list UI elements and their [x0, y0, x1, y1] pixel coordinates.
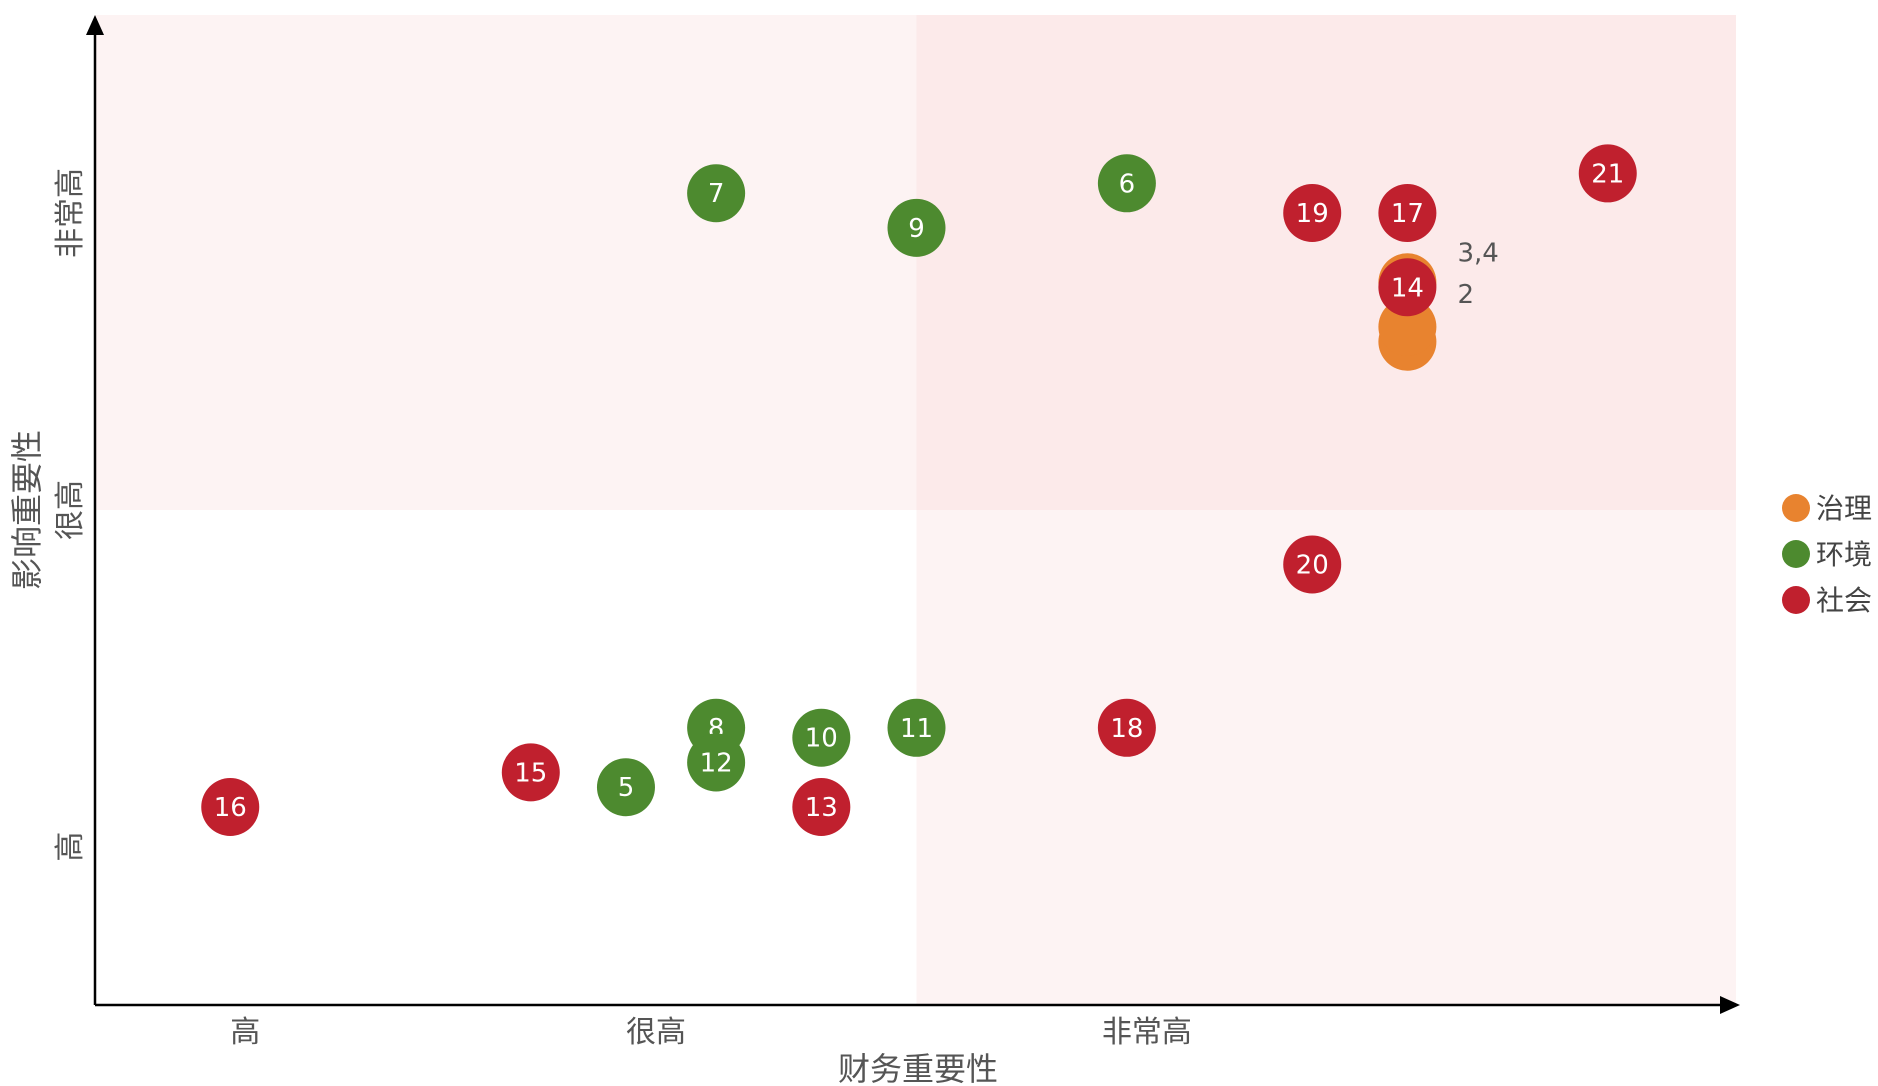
point-label: 13	[805, 793, 838, 823]
quadrant-bottom-right	[916, 510, 1736, 1005]
legend-marker	[1782, 540, 1810, 568]
data-point: 12	[687, 733, 746, 792]
y-tick-label: 非常高	[53, 168, 88, 258]
point-label: 6	[1119, 169, 1136, 199]
point-marker	[1097, 154, 1156, 213]
point-label: 19	[1296, 199, 1329, 229]
y-axis-arrow	[86, 15, 104, 35]
y-tick-label: 很高	[53, 480, 88, 540]
quadrant-top-right	[916, 15, 1736, 510]
point-label: 9	[908, 214, 925, 244]
data-point: 21	[1578, 144, 1637, 203]
point-label: 12	[700, 748, 733, 778]
point-label: 18	[1110, 714, 1143, 744]
data-point: 16	[201, 778, 260, 836]
annotation-label: 2	[1457, 280, 1474, 310]
point-marker	[887, 698, 946, 757]
quadrant-backgrounds	[95, 15, 1736, 1005]
point-label: 10	[805, 724, 838, 754]
data-point: 10	[792, 708, 851, 767]
point-label: 11	[900, 714, 933, 744]
point-marker	[501, 743, 560, 802]
point-marker	[1578, 144, 1637, 203]
point-label: 20	[1296, 550, 1329, 580]
point-marker	[1283, 535, 1342, 594]
legend-marker	[1782, 494, 1810, 522]
legend-label: 社会	[1816, 584, 1872, 617]
data-point: 20	[1283, 535, 1342, 594]
legend-marker	[1782, 586, 1810, 614]
x-axis-arrow	[1720, 996, 1740, 1014]
data-point: 15	[501, 743, 560, 802]
annotations: 3,42	[1457, 239, 1498, 311]
legend-label: 环境	[1816, 538, 1872, 571]
legend-item: 环境	[1782, 538, 1872, 571]
data-point: 5	[596, 758, 655, 817]
data-point: 17	[1378, 184, 1437, 242]
y-axis-title: 影响重要性	[8, 430, 46, 590]
point-label: 7	[708, 179, 725, 209]
point-marker	[1283, 184, 1342, 242]
point-label: 21	[1591, 159, 1624, 189]
data-point: 18	[1097, 698, 1156, 757]
quadrant-top-left	[95, 15, 917, 510]
point-marker	[596, 758, 655, 817]
point-marker	[201, 778, 260, 836]
data-point: 11	[887, 698, 946, 757]
point-marker	[1097, 698, 1156, 757]
point-marker	[792, 778, 851, 836]
data-point: 7	[687, 164, 746, 223]
data-point: 9	[887, 198, 946, 257]
legend-label: 治理	[1816, 492, 1872, 525]
data-point: 19	[1283, 184, 1342, 242]
point-marker	[1378, 184, 1437, 242]
data-points: 156789101112131415161718192021	[201, 144, 1637, 836]
data-point: 6	[1097, 154, 1156, 213]
point-marker	[1378, 258, 1437, 317]
axes	[86, 15, 1740, 1014]
y-tick-label: 高	[53, 832, 88, 862]
point-label: 15	[514, 758, 547, 788]
point-label: 14	[1391, 273, 1424, 303]
point-marker	[687, 164, 746, 223]
x-axis-title: 财务重要性	[838, 1050, 998, 1086]
point-marker	[792, 708, 851, 767]
point-label: 17	[1391, 199, 1424, 229]
x-tick-label: 非常高	[1102, 1015, 1192, 1050]
point-label: 5	[618, 773, 635, 803]
legend-item: 社会	[1782, 584, 1872, 617]
x-tick-labels: 高 很高 非常高	[230, 1015, 1192, 1050]
point-marker	[887, 198, 946, 257]
annotation-label: 3,4	[1457, 239, 1498, 269]
x-tick-label: 很高	[626, 1015, 686, 1050]
data-point: 14	[1378, 258, 1437, 317]
x-tick-label: 高	[230, 1015, 260, 1050]
data-point: 13	[792, 778, 851, 836]
legend-item: 治理	[1782, 492, 1872, 525]
point-label: 16	[214, 793, 247, 823]
point-marker	[687, 733, 746, 792]
